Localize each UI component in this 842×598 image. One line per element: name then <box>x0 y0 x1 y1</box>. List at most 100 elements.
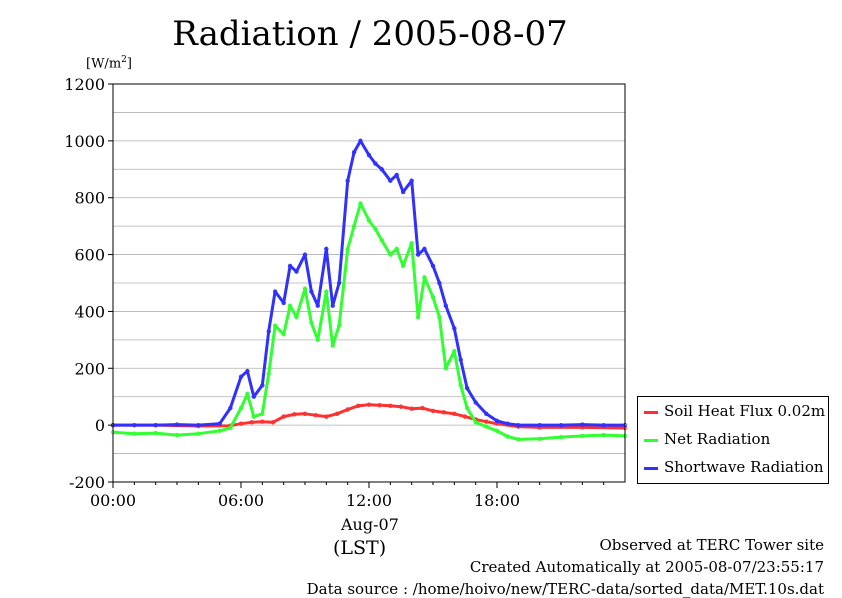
x-tick-label: 18:00 <box>474 491 520 510</box>
data-point <box>443 366 448 371</box>
data-point <box>441 410 446 415</box>
grid-lines <box>113 83 625 483</box>
data-point <box>266 329 271 334</box>
legend-swatch-shortwave <box>644 466 658 470</box>
data-point <box>238 374 244 380</box>
data-point <box>398 404 404 409</box>
data-point <box>366 402 372 407</box>
data-point <box>260 383 265 388</box>
y-tick-label: -200 <box>69 473 105 492</box>
data-point <box>281 300 286 306</box>
data-point <box>458 357 463 362</box>
data-point <box>315 303 320 308</box>
data-point <box>516 437 521 442</box>
data-point <box>505 421 510 426</box>
series-2 <box>110 138 628 428</box>
data-point <box>153 430 158 436</box>
data-point <box>430 295 436 300</box>
data-point <box>464 385 470 391</box>
data-point <box>537 422 542 428</box>
legend-item-shortwave-radiation: Shortwave Radiation <box>644 458 824 476</box>
data-point <box>558 422 564 428</box>
x-axis-label: (LST) <box>333 537 387 559</box>
data-point <box>373 161 378 166</box>
data-point <box>601 432 606 438</box>
data-point <box>196 431 201 436</box>
data-point <box>409 406 414 411</box>
y-tick-label: 800 <box>74 189 105 208</box>
y-tick-label: 400 <box>74 302 105 321</box>
series-1 <box>110 201 628 442</box>
y-tick-label: 0 <box>95 416 105 435</box>
data-point <box>422 246 427 252</box>
data-point <box>260 419 265 424</box>
data-point <box>324 246 329 252</box>
legend-item-net-radiation: Net Radiation <box>644 430 770 448</box>
data-point <box>238 421 244 426</box>
data-point <box>245 391 250 397</box>
data-point <box>400 189 406 195</box>
data-point <box>174 432 180 438</box>
data-point <box>302 411 308 416</box>
data-point <box>430 263 436 269</box>
x-tick-label: 06:00 <box>218 491 264 510</box>
data-point <box>473 420 478 425</box>
data-point <box>443 303 448 308</box>
data-point <box>287 303 293 308</box>
data-point <box>388 403 393 409</box>
data-point <box>394 172 399 178</box>
x-axis-date-label: Aug-07 <box>341 515 399 534</box>
data-point <box>345 246 350 252</box>
data-point <box>388 252 393 257</box>
data-point <box>516 422 521 428</box>
x-tick-label: 00:00 <box>90 491 136 510</box>
series-layer <box>110 138 628 442</box>
data-point <box>294 314 299 320</box>
data-point <box>358 201 363 206</box>
data-point <box>580 422 585 427</box>
data-point <box>415 314 421 320</box>
data-point <box>287 263 293 269</box>
data-point <box>379 167 384 172</box>
data-point <box>330 303 335 308</box>
data-point <box>153 422 158 428</box>
data-point <box>249 420 254 425</box>
data-point <box>558 434 564 440</box>
data-point <box>281 331 286 337</box>
data-point <box>272 289 278 294</box>
data-point <box>422 275 427 280</box>
data-point <box>324 289 329 294</box>
data-point <box>366 218 372 223</box>
data-point <box>420 405 425 411</box>
info-created: Created Automatically at 2005-08-07/23:5… <box>469 558 824 576</box>
data-point <box>270 420 276 425</box>
data-point <box>409 240 414 246</box>
data-point <box>330 343 335 348</box>
data-point <box>228 405 233 411</box>
data-point <box>537 436 542 441</box>
data-point <box>174 422 180 427</box>
data-point <box>345 178 350 183</box>
data-point <box>415 252 421 257</box>
data-point <box>437 280 442 286</box>
data-point <box>494 428 500 434</box>
chart-title: Radiation / 2005-08-07 <box>172 14 568 54</box>
data-point <box>351 223 357 229</box>
x-axis-ticks: 00:00 06:00 12:00 18:00 <box>90 482 605 510</box>
data-point <box>394 246 399 252</box>
data-point <box>217 421 222 426</box>
data-point <box>388 178 393 183</box>
data-point <box>351 150 357 155</box>
series-line <box>113 139 625 427</box>
data-point <box>302 286 308 291</box>
data-point <box>464 405 470 411</box>
data-point <box>484 419 489 424</box>
data-point <box>366 152 372 158</box>
data-point <box>345 407 350 412</box>
y-tick-label: 1200 <box>64 75 105 94</box>
data-point <box>452 326 457 331</box>
data-point <box>132 422 137 428</box>
data-point <box>373 226 378 232</box>
info-data-source: Data source : /home/hoivo/new/TERC-data/… <box>306 580 824 598</box>
